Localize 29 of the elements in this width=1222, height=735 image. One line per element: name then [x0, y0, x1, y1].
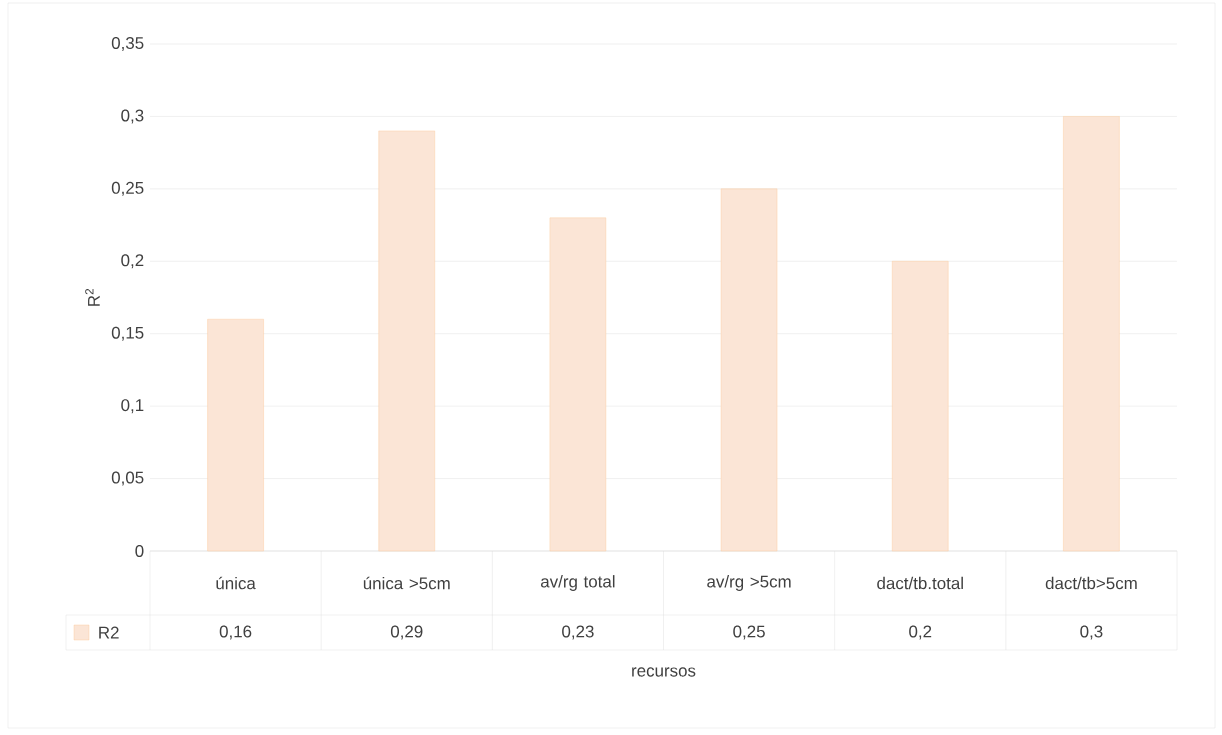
bar	[1063, 116, 1120, 552]
y-tick-label: 0,2	[121, 254, 144, 269]
x-tick-label: av/rg total	[540, 575, 615, 591]
data-label: 0,23	[562, 625, 594, 640]
data-label: 0,16	[219, 625, 252, 640]
y-axis-title: R$^{2}$	[85, 288, 100, 306]
data-label: 0,2	[909, 625, 932, 640]
bar	[892, 261, 949, 552]
bar	[720, 188, 778, 552]
bar	[207, 319, 264, 552]
y-tick-label: 0,1	[121, 399, 144, 414]
legend-label: R2	[99, 626, 119, 639]
data-label: 0,3	[1080, 625, 1103, 640]
bar	[549, 217, 607, 552]
y-tick-label: 0	[135, 545, 144, 557]
data-label: 0,29	[390, 625, 423, 640]
y-tick-label: 0,3	[121, 109, 144, 124]
x-tick-label: única >5cm	[363, 576, 450, 590]
x-tick-label: dact/tb.total	[877, 576, 963, 590]
y-tick-label: 0,35	[111, 37, 144, 51]
y-tick-label: 0,05	[111, 471, 144, 486]
x-tick-label: única	[216, 576, 256, 590]
x-axis-title: recursos	[632, 667, 696, 677]
data-label: 0,25	[733, 625, 765, 640]
x-tick-label: av/rg >5cm	[707, 575, 791, 591]
y-tick-label: 0,25	[111, 181, 144, 196]
x-tick-label: dact/tb>5cm	[1045, 576, 1137, 590]
bar	[378, 130, 435, 552]
y-tick-label: 0,15	[111, 326, 144, 341]
